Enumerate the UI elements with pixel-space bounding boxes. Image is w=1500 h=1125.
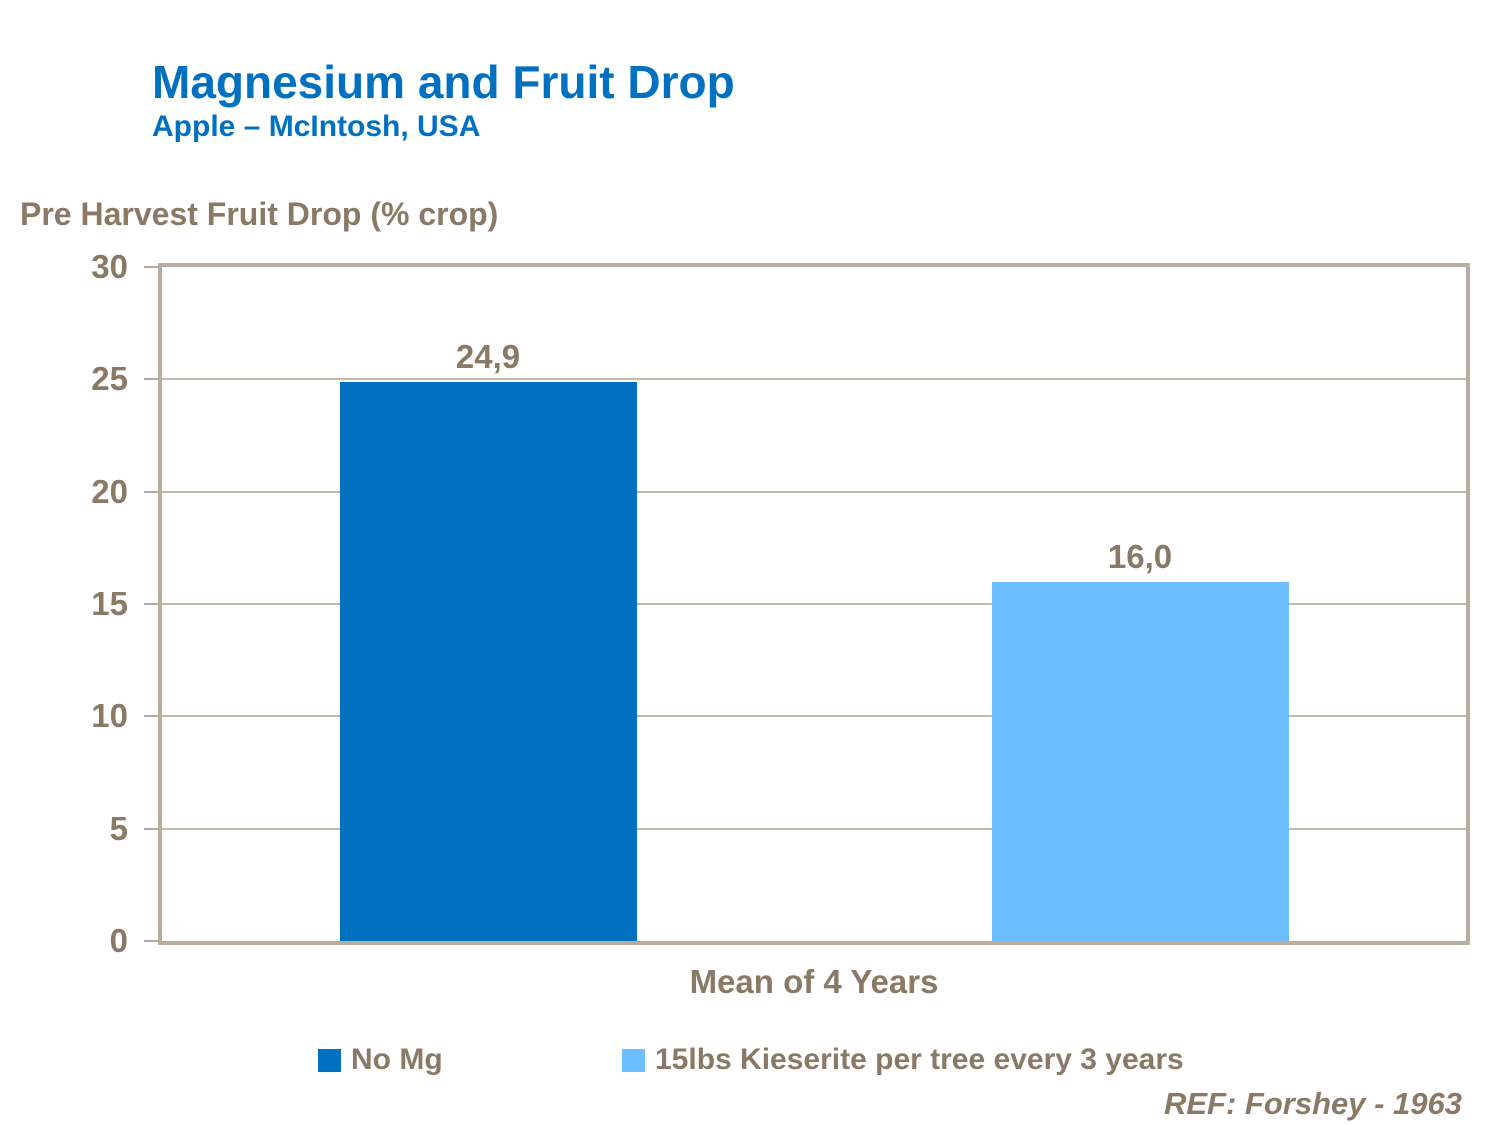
y-tick-mark-5: [144, 827, 160, 830]
chart-subtitle: Apple – McIntosh, USA: [152, 110, 481, 143]
y-tick-mark-15: [144, 603, 160, 605]
y-tick-mark-25: [144, 378, 160, 381]
legend: No Mg 15lbs Kieserite per tree every 3 y…: [0, 1038, 1500, 1082]
y-tick-mark-0: [144, 940, 160, 942]
y-axis-title: Pre Harvest Fruit Drop (% crop): [20, 196, 499, 232]
x-axis-label: Mean of 4 Years: [689, 963, 939, 1000]
y-tick-label-10: 10: [91, 697, 128, 735]
reference-text: REF: Forshey - 1963: [1163, 1086, 1462, 1121]
gridline-y10: [162, 715, 1466, 718]
y-tick-label-25: 25: [91, 360, 128, 398]
legend-label-no-mg: No Mg: [351, 1043, 443, 1076]
y-tick-label-15: 15: [91, 585, 128, 622]
legend-swatch-kieserite: [622, 1048, 645, 1072]
y-tick-mark-30: [144, 266, 160, 268]
legend-label-kieserite: 15lbs Kieserite per tree every 3 years: [655, 1043, 1184, 1076]
plot-area: 24,9 16,0: [158, 263, 1470, 945]
legend-item-no-mg: No Mg: [318, 1038, 443, 1082]
bar-no-mg: [339, 381, 637, 941]
y-tick-label-5: 5: [109, 809, 128, 847]
chart-title: Magnesium and Fruit Drop: [152, 56, 735, 108]
y-tick-label-20: 20: [91, 472, 128, 510]
legend-swatch-no-mg: [318, 1048, 341, 1072]
y-tick-mark-20: [144, 490, 160, 493]
gridline-y15: [162, 603, 1466, 605]
legend-item-kieserite: 15lbs Kieserite per tree every 3 years: [622, 1038, 1184, 1082]
gridline-y5: [162, 827, 1466, 830]
y-tick-label-30: 30: [91, 248, 128, 285]
bar-value-label-no-mg: 24,9: [455, 337, 521, 375]
gridline-y20: [162, 490, 1466, 493]
gridline-y25: [162, 378, 1466, 381]
bar-value-label-kieserite: 16,0: [1107, 537, 1173, 575]
y-tick-mark-10: [144, 715, 160, 718]
bar-kieserite: [991, 581, 1289, 941]
y-tick-label-0: 0: [109, 922, 128, 959]
